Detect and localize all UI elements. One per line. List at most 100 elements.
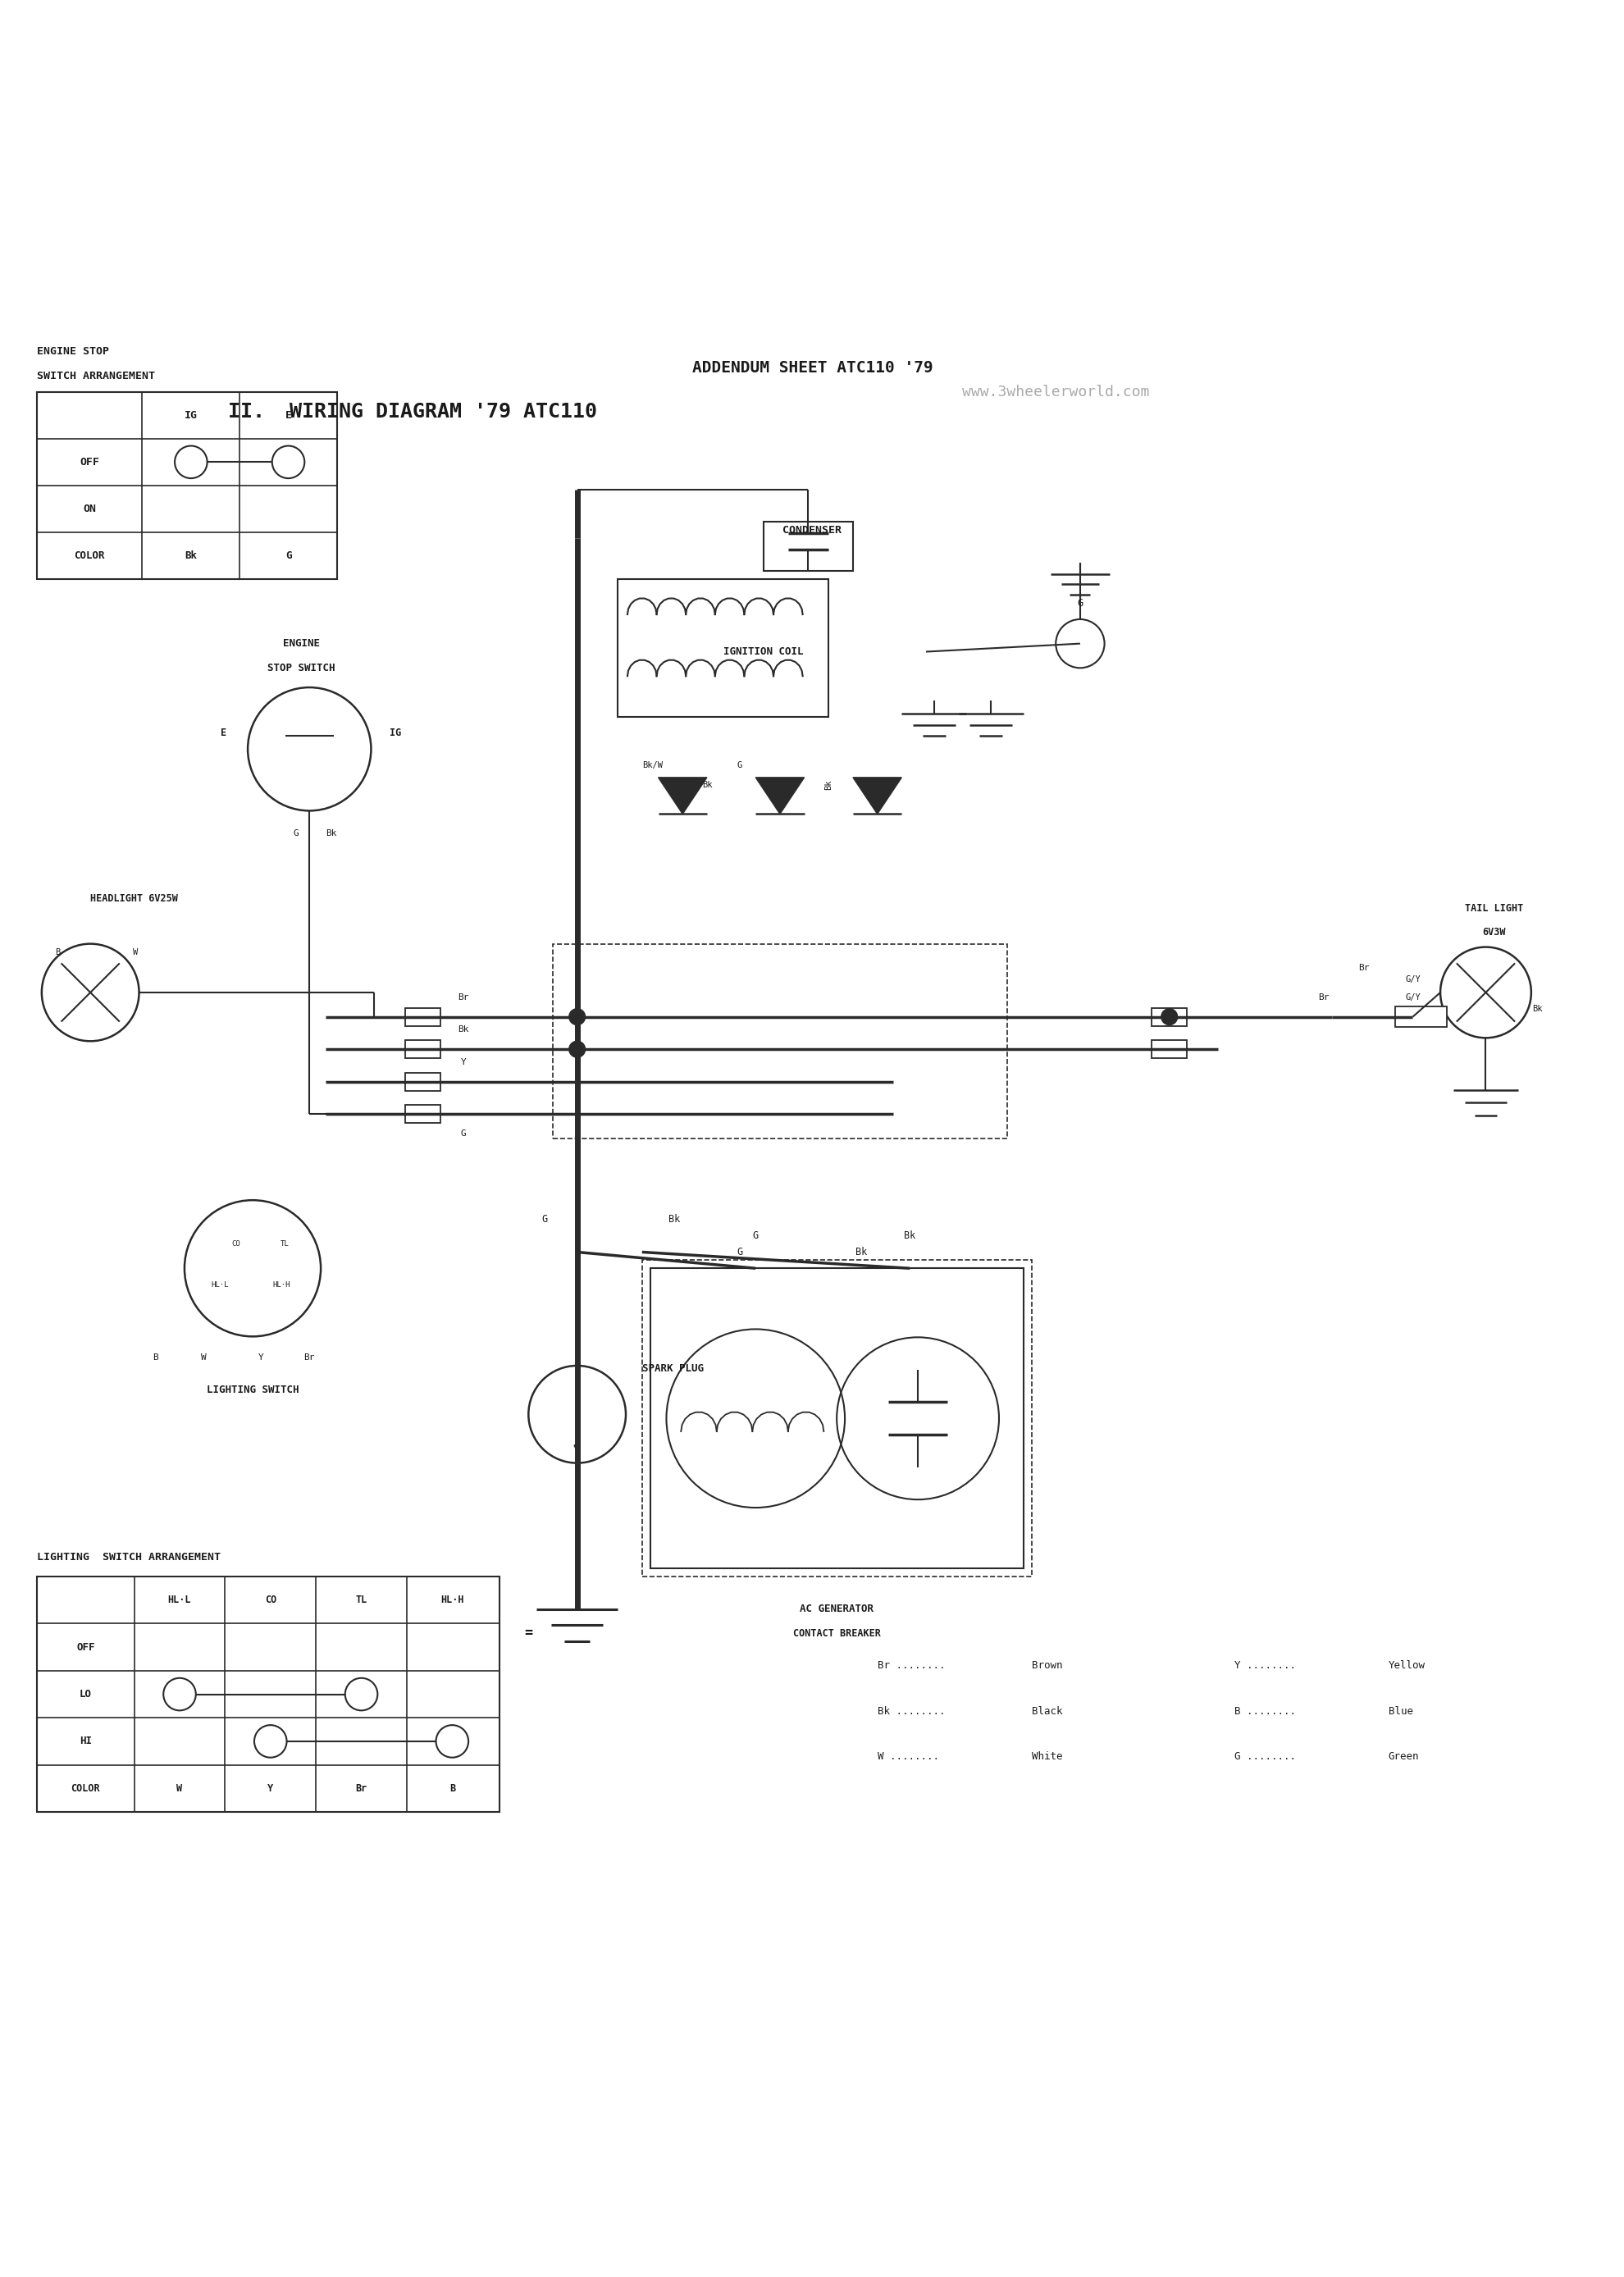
Text: OFF: OFF [80, 458, 99, 467]
Text: Bk: Bk [458, 1025, 469, 1034]
Text: IG: IG [184, 410, 198, 421]
Text: Y: Y [258, 1353, 263, 1362]
Text: Br: Br [1358, 963, 1369, 972]
Bar [763, 521, 853, 572]
Bar [404, 1041, 440, 1059]
Text: www.3wheelerworld.com: www.3wheelerworld.com [961, 385, 1148, 398]
Text: Bk: Bk [669, 1214, 680, 1225]
Text: G/Y: G/Y [1405, 993, 1419, 1002]
Text: CO: CO [232, 1241, 240, 1248]
Bar [650, 1268, 1023, 1569]
Text: G: G [752, 1230, 758, 1241]
Text: G: G [1077, 597, 1083, 608]
Text: IG: IG [390, 729, 401, 738]
Text: HL·H: HL·H [440, 1594, 464, 1605]
Bar [641, 1259, 1031, 1576]
Text: W: W [133, 947, 138, 956]
Text: G: G [736, 1248, 742, 1257]
Text: IGNITION COIL: IGNITION COIL [723, 647, 802, 658]
Text: B ........: B ........ [1234, 1705, 1294, 1717]
Text: Bk/W: Bk/W [641, 761, 663, 770]
Text: HL·H: HL·H [273, 1282, 291, 1289]
Text: Br: Br [1317, 993, 1328, 1002]
Text: CONDENSER: CONDENSER [783, 524, 841, 535]
Text: LIGHTING  SWITCH ARRANGEMENT: LIGHTING SWITCH ARRANGEMENT [37, 1553, 221, 1562]
Text: Y: Y [268, 1783, 273, 1794]
Text: CONTACT BREAKER: CONTACT BREAKER [793, 1628, 880, 1639]
Text: =: = [525, 1626, 533, 1642]
Text: G/Y: G/Y [1405, 975, 1419, 984]
Text: ENGINE: ENGINE [283, 638, 320, 649]
Text: HI: HI [80, 1735, 91, 1746]
Text: COLOR: COLOR [71, 1783, 101, 1794]
Bar [1393, 1006, 1445, 1027]
Text: Bk: Bk [854, 1248, 867, 1257]
Text: Brown: Brown [1031, 1660, 1062, 1671]
Text: Br: Br [304, 1353, 315, 1362]
Bar [1151, 1041, 1187, 1059]
Text: HL·L: HL·L [167, 1594, 192, 1605]
Text: COLOR: COLOR [75, 551, 106, 560]
Text: B: B [450, 1783, 455, 1794]
Text: Br: Br [356, 1783, 367, 1794]
Text: B: B [153, 1353, 158, 1362]
Text: Bk: Bk [702, 781, 711, 788]
Text: HL·L: HL·L [211, 1282, 229, 1289]
Text: G ........: G ........ [1234, 1751, 1294, 1762]
Text: ON: ON [83, 503, 96, 515]
Text: Bk: Bk [325, 829, 336, 838]
Polygon shape [658, 776, 706, 813]
Text: E: E [284, 410, 291, 421]
Text: HEADLIGHT 6V25W: HEADLIGHT 6V25W [91, 893, 179, 904]
Text: G: G [541, 1214, 547, 1225]
Text: Black: Black [1031, 1705, 1062, 1717]
Polygon shape [853, 776, 901, 813]
Text: TL: TL [281, 1241, 289, 1248]
Text: TAIL LIGHT: TAIL LIGHT [1463, 902, 1522, 913]
Text: SPARK PLUG: SPARK PLUG [641, 1364, 703, 1375]
Bar [552, 943, 1007, 1138]
Bar [37, 1576, 499, 1812]
Text: G: G [286, 551, 291, 560]
Text: OFF: OFF [76, 1642, 94, 1653]
Bar [404, 1009, 440, 1025]
Text: W: W [201, 1353, 206, 1362]
Text: II.  WIRING DIAGRAM '79 ATC110: II. WIRING DIAGRAM '79 ATC110 [229, 401, 598, 421]
Text: White: White [1031, 1751, 1062, 1762]
Text: SWITCH ARRANGEMENT: SWITCH ARRANGEMENT [37, 371, 154, 380]
Bar [404, 1104, 440, 1123]
Bar [404, 1072, 440, 1091]
Text: LIGHTING SWITCH: LIGHTING SWITCH [206, 1384, 299, 1396]
Text: E: E [221, 729, 226, 738]
Text: Blue: Blue [1389, 1705, 1413, 1717]
Polygon shape [755, 776, 804, 813]
Text: STOP SWITCH: STOP SWITCH [268, 663, 335, 674]
Text: Bk: Bk [823, 779, 833, 790]
Text: Br: Br [458, 993, 469, 1002]
Text: CO: CO [265, 1594, 276, 1605]
Circle shape [568, 1009, 585, 1025]
Text: Bk ........: Bk ........ [877, 1705, 945, 1717]
Text: LO: LO [80, 1690, 91, 1699]
Text: Green: Green [1389, 1751, 1418, 1762]
Text: G: G [461, 1129, 466, 1138]
Text: Bk: Bk [903, 1230, 916, 1241]
Text: G: G [292, 829, 299, 838]
Text: Yellow: Yellow [1389, 1660, 1424, 1671]
Text: B: B [55, 947, 60, 956]
Text: AC GENERATOR: AC GENERATOR [799, 1603, 874, 1614]
Text: ADDENDUM SHEET ATC110 '79: ADDENDUM SHEET ATC110 '79 [692, 360, 932, 376]
Text: G: G [736, 761, 742, 770]
Text: Y: Y [461, 1059, 466, 1066]
Text: Y ........: Y ........ [1234, 1660, 1294, 1671]
Bar [617, 578, 828, 717]
Bar [1151, 1009, 1187, 1025]
Bar [37, 392, 336, 578]
Text: TL: TL [356, 1594, 367, 1605]
Text: 6V3W: 6V3W [1481, 927, 1505, 938]
Text: Bk: Bk [185, 551, 197, 560]
Circle shape [1161, 1009, 1177, 1025]
Text: Bk: Bk [1531, 1004, 1543, 1013]
Circle shape [568, 1041, 585, 1057]
Text: ENGINE STOP: ENGINE STOP [37, 346, 109, 357]
